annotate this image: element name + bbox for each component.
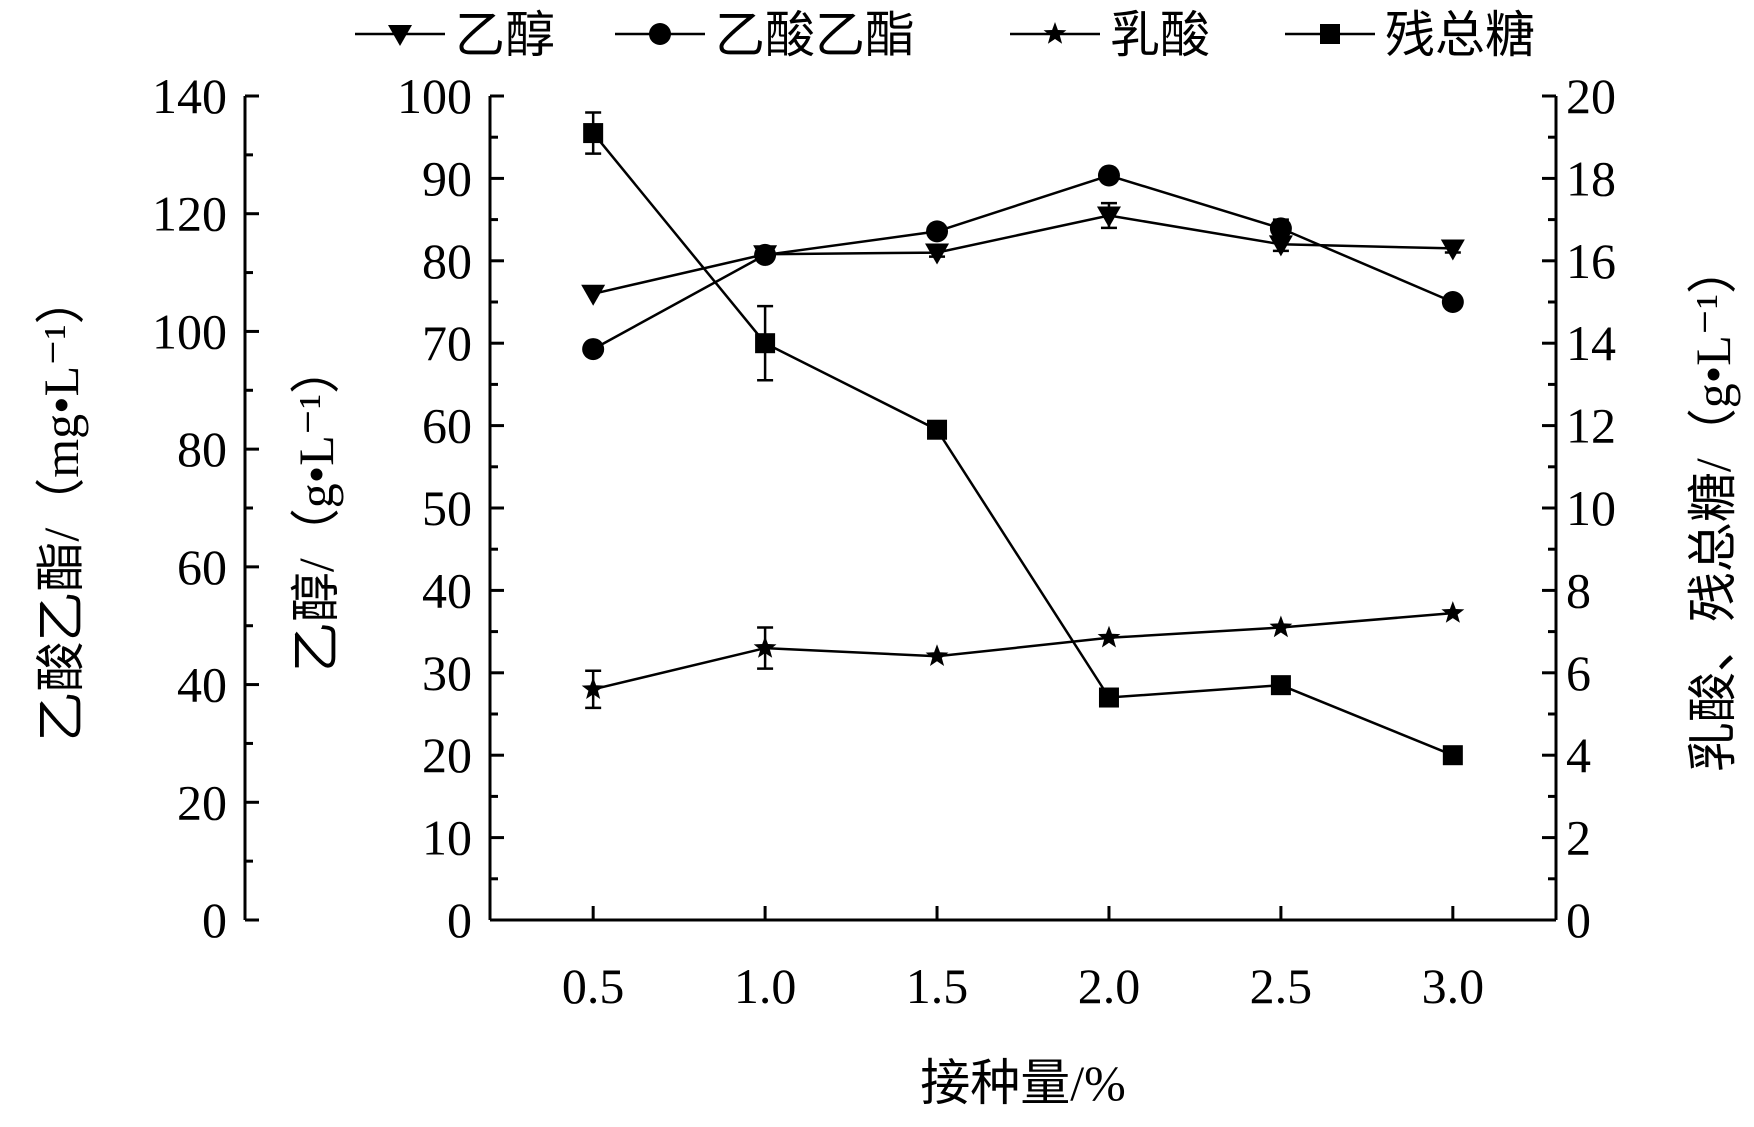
y-tick-label-left_inner: 10 bbox=[422, 810, 472, 866]
x-tick-label: 2.0 bbox=[1078, 958, 1141, 1014]
y-tick-label-left_outer: 20 bbox=[177, 774, 227, 830]
series-乙酸乙酯 bbox=[582, 164, 1464, 361]
legend-marker-square bbox=[1320, 24, 1340, 44]
x-axis-title: 接种量/% bbox=[920, 1055, 1126, 1111]
legend-label: 乙酸乙酯 bbox=[715, 7, 915, 63]
data-point-square bbox=[755, 333, 776, 354]
y-tick-label-left_inner: 60 bbox=[422, 398, 472, 454]
x-tick-label: 3.0 bbox=[1422, 958, 1485, 1014]
y-tick-label-right: 0 bbox=[1566, 892, 1591, 948]
y-tick-label-right: 12 bbox=[1566, 398, 1616, 454]
ethyl-acetate-axis-title: 乙酸乙酯/（mg•L⁻¹） bbox=[33, 274, 89, 741]
y-tick-label-right: 8 bbox=[1566, 562, 1591, 618]
data-point-star bbox=[1097, 625, 1121, 648]
legend-marker-star bbox=[1043, 22, 1067, 44]
data-point-circle bbox=[582, 338, 605, 361]
legend-label: 乙醇 bbox=[455, 7, 555, 63]
y-tick-label-left_inner: 50 bbox=[422, 480, 472, 536]
series-乳酸 bbox=[581, 601, 1465, 710]
y-tick-label-left_inner: 90 bbox=[422, 150, 472, 206]
axis-ticks: 0204060801001201400102030405060708090100… bbox=[152, 68, 1616, 1014]
legend-item: 乙酸乙酯 bbox=[615, 7, 915, 63]
y-tick-label-left_inner: 80 bbox=[422, 233, 472, 289]
data-point-circle bbox=[1441, 291, 1464, 313]
legend-item: 乳酸 bbox=[1010, 7, 1210, 63]
data-point-triangle-down bbox=[1096, 206, 1121, 228]
y-tick-label-left_outer: 80 bbox=[177, 421, 227, 477]
series-line bbox=[592, 214, 1453, 296]
y-tick-label-left_outer: 120 bbox=[152, 186, 227, 242]
legend-marker-triangle-down bbox=[388, 25, 412, 46]
x-tick-label: 1.5 bbox=[906, 958, 969, 1014]
series-残总糖 bbox=[583, 111, 1463, 766]
y-tick-label-right: 14 bbox=[1566, 315, 1616, 371]
series-line bbox=[592, 174, 1454, 351]
data-point-circle bbox=[926, 220, 949, 243]
y-tick-label-right: 4 bbox=[1566, 727, 1591, 783]
data-point-square bbox=[1270, 675, 1291, 696]
y-tick-label-right: 2 bbox=[1566, 810, 1591, 866]
data-point-star bbox=[1269, 615, 1293, 638]
y-tick-label-right: 16 bbox=[1566, 233, 1616, 289]
data-point-triangle-down bbox=[581, 284, 606, 306]
y-tick-label-left_inner: 40 bbox=[422, 562, 472, 618]
y-tick-label-left_inner: 100 bbox=[397, 68, 472, 124]
legend-item: 残总糖 bbox=[1285, 7, 1535, 63]
y-tick-label-left_inner: 0 bbox=[447, 892, 472, 948]
x-tick-label: 0.5 bbox=[562, 958, 625, 1014]
data-point-square bbox=[583, 123, 604, 144]
y-tick-label-left_outer: 40 bbox=[177, 657, 227, 713]
legend-marker-circle bbox=[649, 23, 671, 45]
y-tick-label-right: 18 bbox=[1566, 150, 1616, 206]
data-point-square bbox=[1098, 687, 1119, 708]
y-tick-label-right: 6 bbox=[1566, 645, 1591, 701]
data-point-triangle-down bbox=[1268, 235, 1293, 257]
data-point-circle bbox=[1269, 217, 1292, 240]
x-tick-label: 2.5 bbox=[1250, 958, 1313, 1014]
legend-label: 乳酸 bbox=[1110, 7, 1210, 63]
plot-area bbox=[581, 111, 1465, 766]
legend: 乙醇 乙酸乙酯 乳酸 残总糖 bbox=[355, 7, 1535, 63]
data-point-square bbox=[927, 419, 948, 440]
y-tick-label-left_outer: 100 bbox=[152, 303, 227, 359]
y-tick-label-left_inner: 70 bbox=[422, 315, 472, 371]
ethanol-axis-title: 乙醇/（g•L⁻¹） bbox=[288, 344, 344, 672]
data-point-triangle-down bbox=[925, 243, 950, 265]
legend-item: 乙醇 bbox=[355, 7, 555, 63]
legend-label: 残总糖 bbox=[1385, 7, 1535, 63]
data-point-star bbox=[581, 677, 605, 699]
right-axis-title: 乳酸、残总糖/（g•L⁻¹） bbox=[1685, 244, 1741, 772]
y-tick-label-left_inner: 20 bbox=[422, 727, 472, 783]
data-point-square bbox=[1442, 745, 1463, 766]
y-tick-label-left_outer: 0 bbox=[202, 892, 227, 948]
series-乙醇 bbox=[581, 201, 1465, 306]
y-tick-label-left_inner: 30 bbox=[422, 645, 472, 701]
x-tick-label: 1.0 bbox=[734, 958, 797, 1014]
y-tick-label-right: 20 bbox=[1566, 68, 1616, 124]
y-tick-label-right: 10 bbox=[1566, 480, 1616, 536]
series-line bbox=[592, 132, 1454, 757]
y-tick-label-left_outer: 140 bbox=[152, 68, 227, 124]
data-point-star bbox=[753, 636, 777, 658]
data-point-star bbox=[925, 644, 949, 666]
data-point-star bbox=[1441, 601, 1465, 623]
data-point-circle bbox=[1097, 164, 1120, 187]
series-line bbox=[592, 611, 1453, 691]
data-point-circle bbox=[754, 243, 777, 266]
y-tick-label-left_outer: 60 bbox=[177, 539, 227, 595]
data-point-triangle-down bbox=[1440, 239, 1465, 261]
